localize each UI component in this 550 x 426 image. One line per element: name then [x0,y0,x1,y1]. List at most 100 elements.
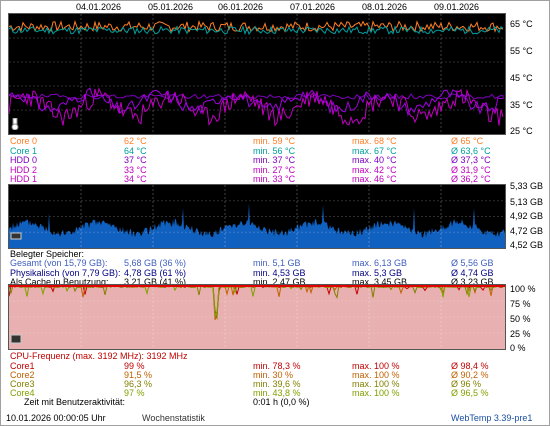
memory-chip-icon [10,231,22,241]
cpu-row-name: Core4 [10,388,35,398]
mem-row-name: Gesamt (von 15,79 GB): [10,258,108,268]
memory-plot [9,185,505,248]
temp-axis-label: 65 °C [510,19,533,29]
temperature-chart [8,13,506,135]
cpu-row-avg: Ø 96 % [451,379,482,389]
mem-axis-label: 5,33 GB [510,181,544,191]
mem-row-min: min. 4,53 GB [253,267,306,278]
temp-row-name: HDD 2 [10,164,38,175]
cpu-row-avg: Ø 90,2 % [451,370,489,380]
mem-axis-label: 4,52 GB [510,240,544,250]
series-core0 [9,19,504,33]
temp-axis-label: 35 °C [510,100,533,110]
mem-axis-label: 4,72 GB [510,226,544,236]
temp-row-max: max. 67 °C [352,145,397,156]
cpu-row-cur: 99 % [124,361,145,371]
temp-row-avg: Ø 36,2 °C [451,174,491,184]
cpu-row-name: Core3 [10,379,35,389]
cpu-row-min: min. 78,3 % [253,361,301,371]
temp-row-max: max. 46 °C [352,174,397,184]
cpu-row-avg: Ø 98,4 % [451,361,489,371]
mem-row-cur: 3,21 GB (41 %) [124,277,187,287]
temp-row-avg: Ø 65 °C [451,136,484,146]
temp-row-cur: 33 °C [124,164,147,175]
series-hdd2 [9,87,504,127]
cpu-row-max: max. 100 % [352,361,400,371]
cpu-axis-label: 100 % [510,284,536,294]
activity-label: Zeit mit Benutzeraktivität: [24,397,126,407]
temp-row-min: min. 59 °C [253,136,296,146]
temp-row-min: min. 33 °C [253,174,296,184]
mem-row-max: max. 3,45 GB [352,277,408,287]
cpu-row-name: Core2 [10,370,35,380]
series-hdd0 [9,93,505,100]
date-label: 05.01.2026 [148,2,194,12]
temp-axis-label: 45 °C [510,73,533,83]
cpu-axis-label: 75 % [510,299,531,309]
mem-row-name: Als Cache in Benutzung: [10,277,109,287]
temp-axis-label: 55 °C [510,46,533,56]
cpu-chip-icon [10,334,22,344]
date-axis: 04.01.2026 05.01.2026 06.01.2026 07.01.2… [0,2,550,13]
mem-row-avg: Ø 3,23 GB [451,277,494,287]
temp-row-cur: 64 °C [124,145,147,156]
mem-row-min: min. 5,1 GB [253,258,301,268]
cpu-row-name: Core1 [10,361,35,371]
series-core1 [9,25,504,36]
date-label: 09.01.2026 [434,2,480,12]
mem-row-name: Physikalisch (von 7,79 GB): [10,267,121,278]
series-hdd1 [9,87,505,117]
cpu-axis-label: 0 % [510,343,526,353]
temp-row-min: min. 56 °C [253,145,296,156]
cpu-row-cur: 97 % [124,388,145,398]
thermometer-icon [10,117,20,131]
temp-row-cur: 34 °C [124,174,147,184]
date-label: 04.01.2026 [76,2,122,12]
cpu-axis-label: 50 % [510,314,531,324]
mem-axis-label: 5,13 GB [510,197,544,207]
temp-row-avg: Ø 63,6 °C [451,145,491,156]
timestamp: 10.01.2026 00:00:05 Uhr [6,413,106,423]
cpu-chart [8,284,506,350]
series-memory-area [9,203,505,248]
temperature-plot [9,14,505,134]
mem-row-avg: Ø 5,56 GB [451,258,494,268]
cpu-load-fill [9,285,505,349]
temp-row-name: HDD 1 [10,174,38,184]
cpu-row-min: min. 39,6 % [253,379,301,389]
temp-row-avg: Ø 31,9 °C [451,164,491,175]
mem-header: Belegter Speicher: [10,249,85,259]
cpu-row-avg: Ø 96,5 % [451,388,489,398]
cpu-plot [9,285,505,349]
temp-row-min: min. 27 °C [253,164,296,175]
date-label: 08.01.2026 [362,2,408,12]
cpu-row-cur: 96,3 % [124,379,153,389]
date-label: 06.01.2026 [218,2,264,12]
cpu-row-min: min. 30 % [253,370,294,380]
cpu-frequency-header: CPU-Frequenz (max. 3192 MHz): 3192 MHz [10,351,188,361]
mem-row-cur: 4,78 GB (61 %) [124,267,187,278]
cpu-row-cur: 91,5 % [124,370,153,380]
version-link[interactable]: WebTemp 3.39-pre1 [451,413,533,423]
mem-row-avg: Ø 4,74 GB [451,267,494,278]
temp-row-min: min. 37 °C [253,155,296,165]
temp-row-max: max. 68 °C [352,136,397,146]
cpu-row-max: max. 100 % [352,379,400,389]
cpu-axis-label: 25 % [510,329,531,339]
temp-axis-label: 25 °C [510,126,533,136]
temp-row-avg: Ø 37,3 °C [451,155,491,165]
mem-row-max: max. 6,13 GB [352,258,408,268]
mem-axis-label: 4,92 GB [510,211,544,221]
temp-row-max: max. 40 °C [352,155,397,165]
stats-mode: Wochenstatistik [142,413,205,423]
temp-row-name: Core 1 [10,145,38,156]
cpu-row-max: max. 100 % [352,388,400,398]
memory-chart [8,184,506,249]
temp-row-max: max. 42 °C [352,164,397,175]
mem-row-max: max. 5,3 GB [352,267,403,278]
activity-value: 0:01 h (0,0 %) [253,397,310,407]
date-label: 07.01.2026 [290,2,336,12]
temp-row-name: Core 0 [10,136,38,146]
cpu-row-max: max. 100 % [352,370,400,380]
mem-row-min: min. 2,47 GB [253,277,306,287]
